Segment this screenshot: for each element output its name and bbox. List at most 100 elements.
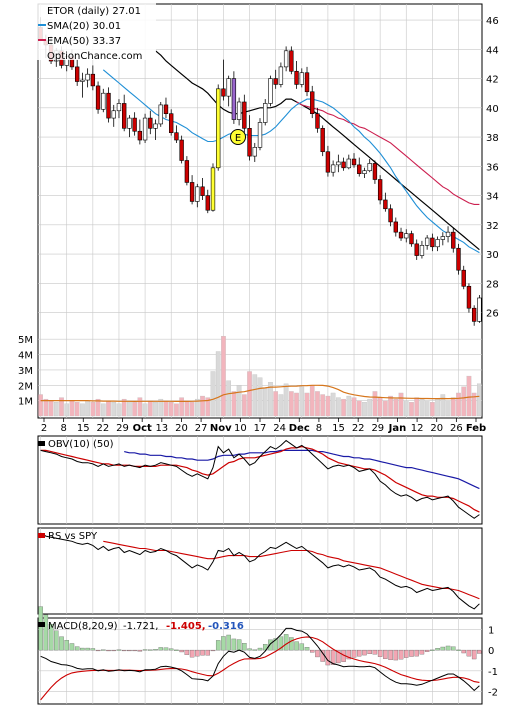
macd-histogram-bar [64, 640, 69, 651]
macd-histogram-bar [121, 649, 127, 652]
candle-body [325, 151, 331, 173]
volume-bar [424, 400, 430, 417]
macd-histogram-bar [289, 637, 294, 651]
candle-body [252, 147, 257, 157]
volume-bar [445, 400, 451, 417]
volume-bar [262, 388, 268, 417]
macd-signal-value: -1.405, [166, 621, 206, 632]
macd-histogram-bar [90, 648, 96, 651]
volume-bar [403, 400, 409, 417]
macd-histogram-bar [294, 641, 299, 651]
volume-bar [330, 392, 336, 417]
volume-average-line [40, 384, 480, 403]
macd-panel-frame [37, 617, 483, 705]
macd-histogram-bar [393, 649, 399, 661]
candle-body [289, 50, 294, 72]
price-tick-label: 26 [486, 309, 499, 320]
volume-bar [153, 402, 158, 417]
obv-label: OBV(10) (50) [48, 439, 114, 450]
macd-histogram-bar [215, 640, 221, 651]
volume-bar [430, 402, 435, 417]
macd-histogram-bar [189, 649, 195, 658]
rs-label-swatch [38, 533, 45, 538]
macd-label-swatch [38, 622, 45, 627]
macd-histogram-bar [419, 649, 425, 655]
candle-body [383, 199, 388, 210]
volume-bar [90, 402, 96, 417]
macd-histogram-bar [54, 630, 59, 651]
macd-histogram-bar [247, 648, 252, 651]
macd-tick-label: 0 [488, 646, 494, 657]
volume-bar [341, 398, 346, 417]
volume-bar [471, 392, 477, 417]
obv-fast-line [40, 439, 480, 519]
x-axis-tick-label: 17 [254, 423, 267, 434]
macd-histogram-bar [325, 649, 331, 666]
candle-body [398, 231, 404, 239]
x-axis-tick-label: 15 [332, 423, 345, 434]
candle-body [419, 245, 425, 256]
obv-panel-frame [37, 435, 483, 525]
price-legend: ETOR (daily) 27.01 SMA(20) 30.01 EMA(50)… [36, 2, 156, 62]
volume-bar [205, 397, 211, 417]
volume-bar [450, 397, 456, 417]
candle-body [148, 117, 153, 129]
candle-body [74, 66, 80, 82]
macd-histogram-bar [278, 636, 284, 651]
volume-bar [278, 394, 284, 417]
macd-histogram-bar [101, 649, 106, 651]
x-axis-tick-label: 2 [41, 423, 47, 434]
volume-bar [210, 371, 216, 417]
macd-histogram-bar [38, 606, 43, 651]
candle-body [111, 110, 116, 119]
volume-bar [116, 403, 122, 417]
volume-bar [38, 394, 43, 417]
volume-bar [48, 400, 54, 417]
candle-body [409, 233, 414, 245]
volume-bar [393, 398, 399, 417]
volume-bar [336, 397, 341, 417]
price-tick-label: 28 [486, 279, 499, 290]
macd-histogram-bar [163, 647, 169, 651]
candle-body [153, 123, 158, 129]
price-tick-label: 40 [486, 104, 499, 115]
volume-bar [215, 351, 221, 417]
macd-histogram-bar [195, 649, 200, 657]
volume-bar [372, 391, 378, 417]
macd-legend: MACD(8,20,9) -1.721, -1.405, -0.316 [38, 621, 244, 632]
volume-bar [189, 402, 195, 417]
legend-sma: SMA(20) 30.01 [47, 21, 121, 32]
macd-histogram-bar [43, 614, 49, 651]
candle-body [158, 104, 163, 125]
x-axis-tick-label: 29 [116, 423, 129, 434]
volume-bar [440, 394, 446, 417]
candle-body [357, 164, 362, 174]
volume-tick-label: 4M [18, 351, 33, 362]
volume-bar [283, 383, 289, 417]
volume-bar [100, 403, 106, 417]
volume-bar [356, 400, 362, 417]
price-tick-label: 44 [486, 45, 499, 56]
volume-bar [398, 392, 404, 417]
volume-bar [147, 400, 153, 417]
candle-body [393, 221, 398, 233]
candle-body [351, 158, 357, 166]
macd-histogram-bar [200, 649, 205, 656]
volume-bar [299, 386, 305, 417]
volume-bar [288, 391, 294, 417]
macd-histogram-bar [466, 649, 472, 657]
macd-histogram-bar [142, 649, 148, 651]
volume-bar [351, 397, 357, 417]
volume-bar [466, 375, 472, 417]
earnings-marker-circle [230, 129, 246, 145]
volume-bar [409, 402, 414, 417]
candle-body [127, 117, 132, 129]
volume-bar [221, 335, 226, 417]
macd-histogram-bar [377, 649, 383, 657]
volume-bar [179, 397, 184, 417]
macd-histogram-bar [409, 649, 414, 657]
macd-histogram-bar [430, 649, 435, 651]
macd-histogram-bar [388, 649, 393, 661]
volume-bar [137, 397, 143, 417]
